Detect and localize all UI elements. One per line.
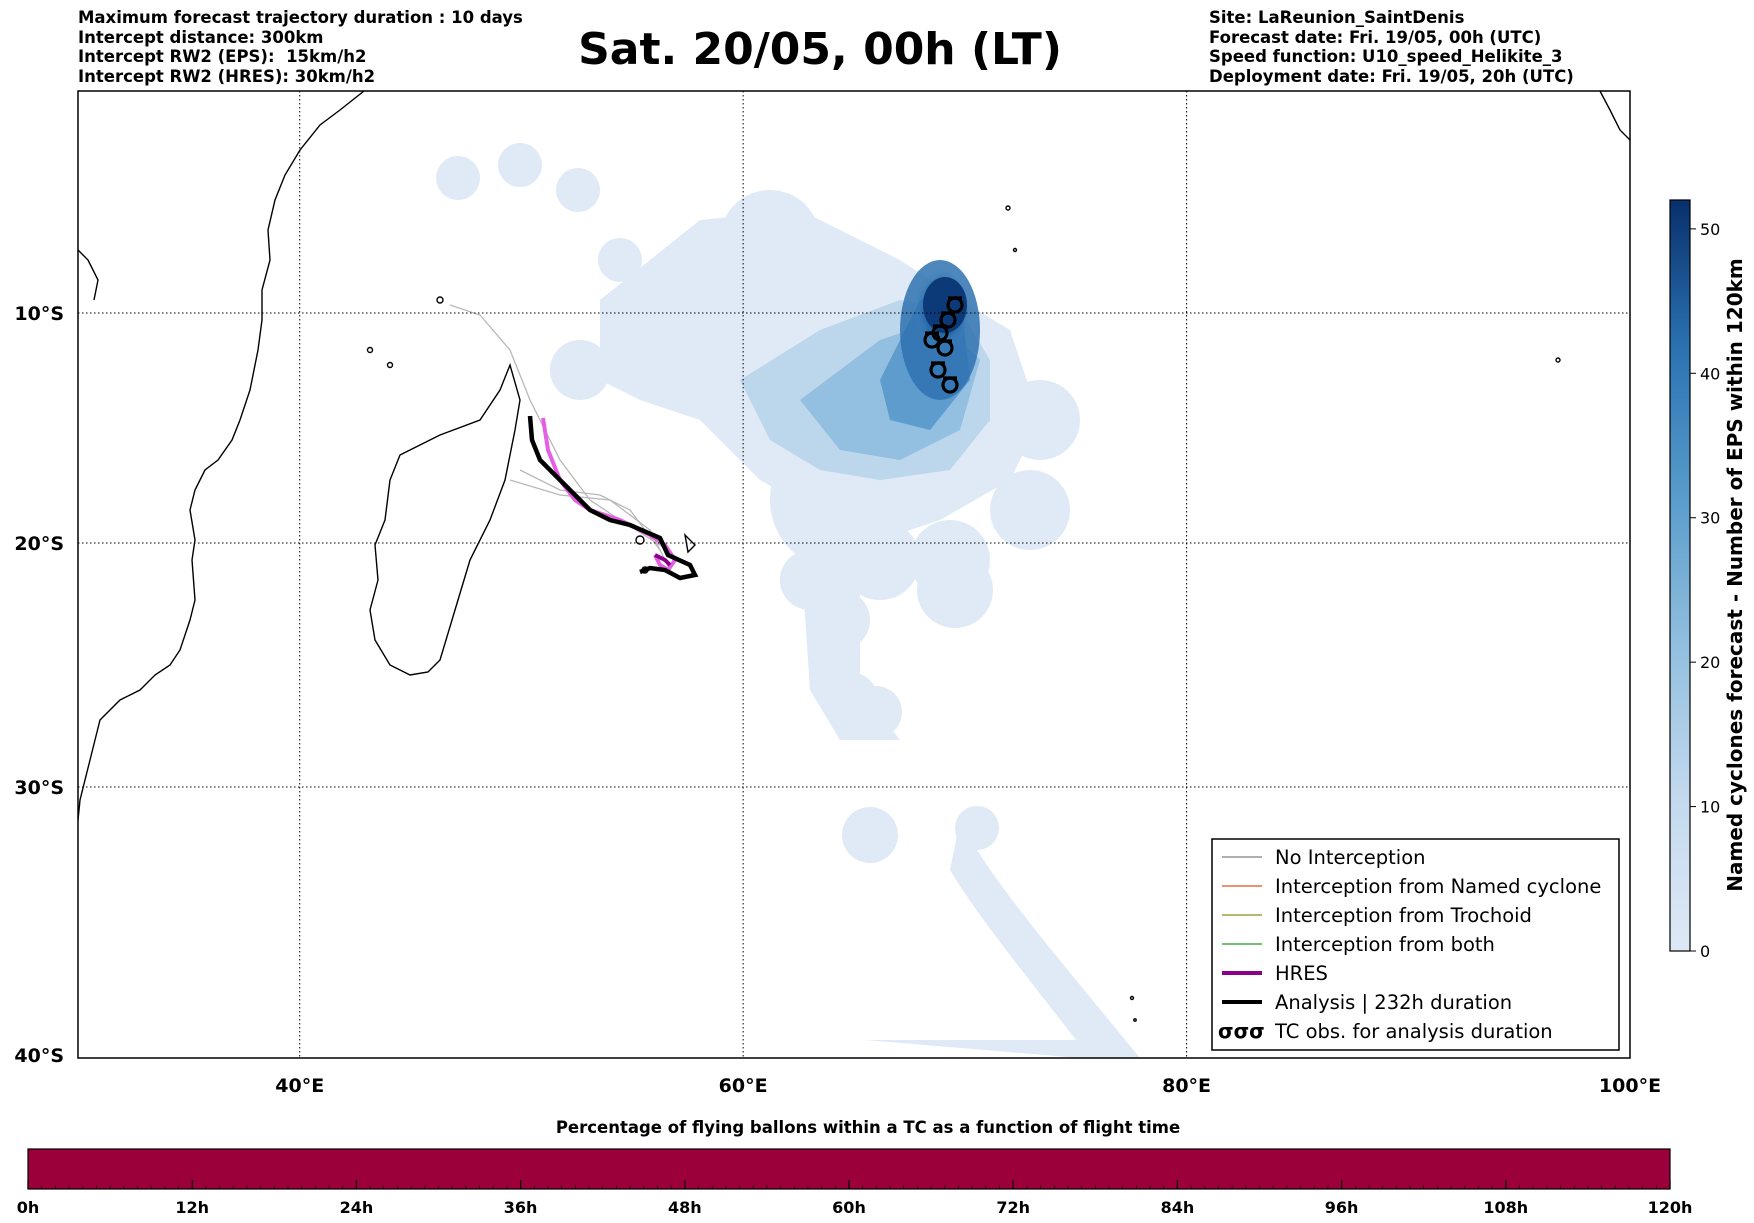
legend-label: No Interception (1275, 846, 1426, 869)
colorbar-tick-label: 0 (1700, 942, 1710, 961)
legend-item: HRES (1222, 962, 1328, 985)
colorbar-tick-label: 40 (1700, 364, 1720, 383)
bottom-tick-label: 24h (340, 1198, 374, 1217)
hres-track-dark (654, 553, 672, 567)
eps-density-field (436, 143, 1140, 1058)
header-right-line: Forecast date: Fri. 19/05, 00h (UTC) (1209, 27, 1542, 47)
page-title: Sat. 20/05, 00h (LT) (578, 24, 1062, 75)
legend-item: Interception from Named cyclone (1222, 875, 1601, 898)
legend-label: Analysis | 232h duration (1275, 991, 1512, 1014)
header-left-line: Intercept distance: 300km (78, 27, 324, 47)
longitude-labels: 40°E 60°E 80°E 100°E (275, 1075, 1661, 1097)
lat-tick-label: 10°S (14, 303, 64, 325)
colorbar-tick-label: 50 (1700, 220, 1720, 239)
tc-symbol-icon: σσσ (1218, 1019, 1265, 1043)
legend-item: Interception from both (1222, 933, 1495, 956)
header-right-line: Site: LaReunion_SaintDenis (1209, 8, 1465, 27)
colorbar-label: Named cyclones forecast - Number of EPS … (1723, 258, 1747, 892)
no-interception-tracks (449, 304, 681, 571)
legend-label: Interception from both (1275, 933, 1495, 956)
bottom-tick-label: 12h (175, 1198, 209, 1217)
colorbar-gradient (1669, 199, 1691, 952)
legend: No Interception Interception from Named c… (1211, 838, 1620, 1051)
header-left-line: Maximum forecast trajectory duration : 1… (78, 8, 523, 27)
colorbar-bottom: Percentage of flying ballons within a TC… (17, 1118, 1693, 1217)
header-right-line: Deployment date: Fri. 19/05, 20h (UTC) (1209, 66, 1574, 86)
legend-item: Analysis | 232h duration (1222, 991, 1512, 1014)
header-left-line: Intercept RW2 (EPS): 15km/h2 (78, 47, 367, 66)
lon-tick-label: 100°E (1599, 1075, 1661, 1097)
colorbar-tick-label: 20 (1700, 653, 1720, 672)
bottom-tick-label: 48h (668, 1198, 702, 1217)
header-right-line: Speed function: U10_speed_Helikite_3 (1209, 47, 1563, 66)
bottom-tick-label: 84h (1161, 1198, 1195, 1217)
map-frame (77, 90, 1631, 1059)
bottom-colorbar-title: Percentage of flying ballons within a TC… (556, 1118, 1180, 1137)
legend-item: No Interception (1222, 846, 1426, 869)
header-left-info: Maximum forecast trajectory duration : 1… (78, 8, 523, 86)
tc-observations (923, 296, 964, 394)
gridlines (78, 91, 1630, 1058)
legend-label: Interception from Named cyclone (1275, 875, 1601, 898)
bottom-tick-label: 120h (1648, 1198, 1693, 1217)
lat-tick-label: 20°S (14, 533, 64, 555)
bottom-tick-label: 60h (832, 1198, 866, 1217)
legend-label: HRES (1275, 962, 1328, 985)
legend-item: σσσ TC obs. for analysis duration (1218, 1019, 1553, 1043)
header-left-line: Intercept RW2 (HRES): 30km/h2 (78, 66, 376, 86)
lon-tick-label: 60°E (719, 1075, 768, 1097)
colorbar-right: 0 10 20 30 40 50 Named cyclones forecast - Nu… (1669, 199, 1747, 961)
lon-tick-label: 40°E (275, 1075, 324, 1097)
lat-tick-label: 30°S (14, 777, 64, 799)
bottom-tick-label: 0h (17, 1198, 40, 1217)
bottom-tick-label: 96h (1325, 1198, 1359, 1217)
lon-tick-label: 80°E (1162, 1075, 1211, 1097)
header-right-info: Site: LaReunion_SaintDenis Forecast date:… (1209, 8, 1574, 86)
bottom-tick-label: 108h (1483, 1198, 1528, 1217)
bottom-tick-label: 36h (504, 1198, 538, 1217)
legend-label: Interception from Trochoid (1275, 904, 1532, 927)
lat-tick-label: 40°S (14, 1045, 64, 1067)
analysis-track (527, 415, 699, 581)
legend-box (1211, 838, 1620, 1051)
legend-item: Interception from Trochoid (1222, 904, 1532, 927)
colorbar-tick-label: 30 (1700, 509, 1720, 528)
legend-label: TC obs. for analysis duration (1274, 1020, 1553, 1043)
colorbar-tick-label: 10 (1700, 798, 1720, 817)
bottom-tick-label: 72h (996, 1198, 1030, 1217)
latitude-labels: 10°S 20°S 30°S 40°S (14, 303, 64, 1067)
coastlines (78, 91, 1630, 1022)
